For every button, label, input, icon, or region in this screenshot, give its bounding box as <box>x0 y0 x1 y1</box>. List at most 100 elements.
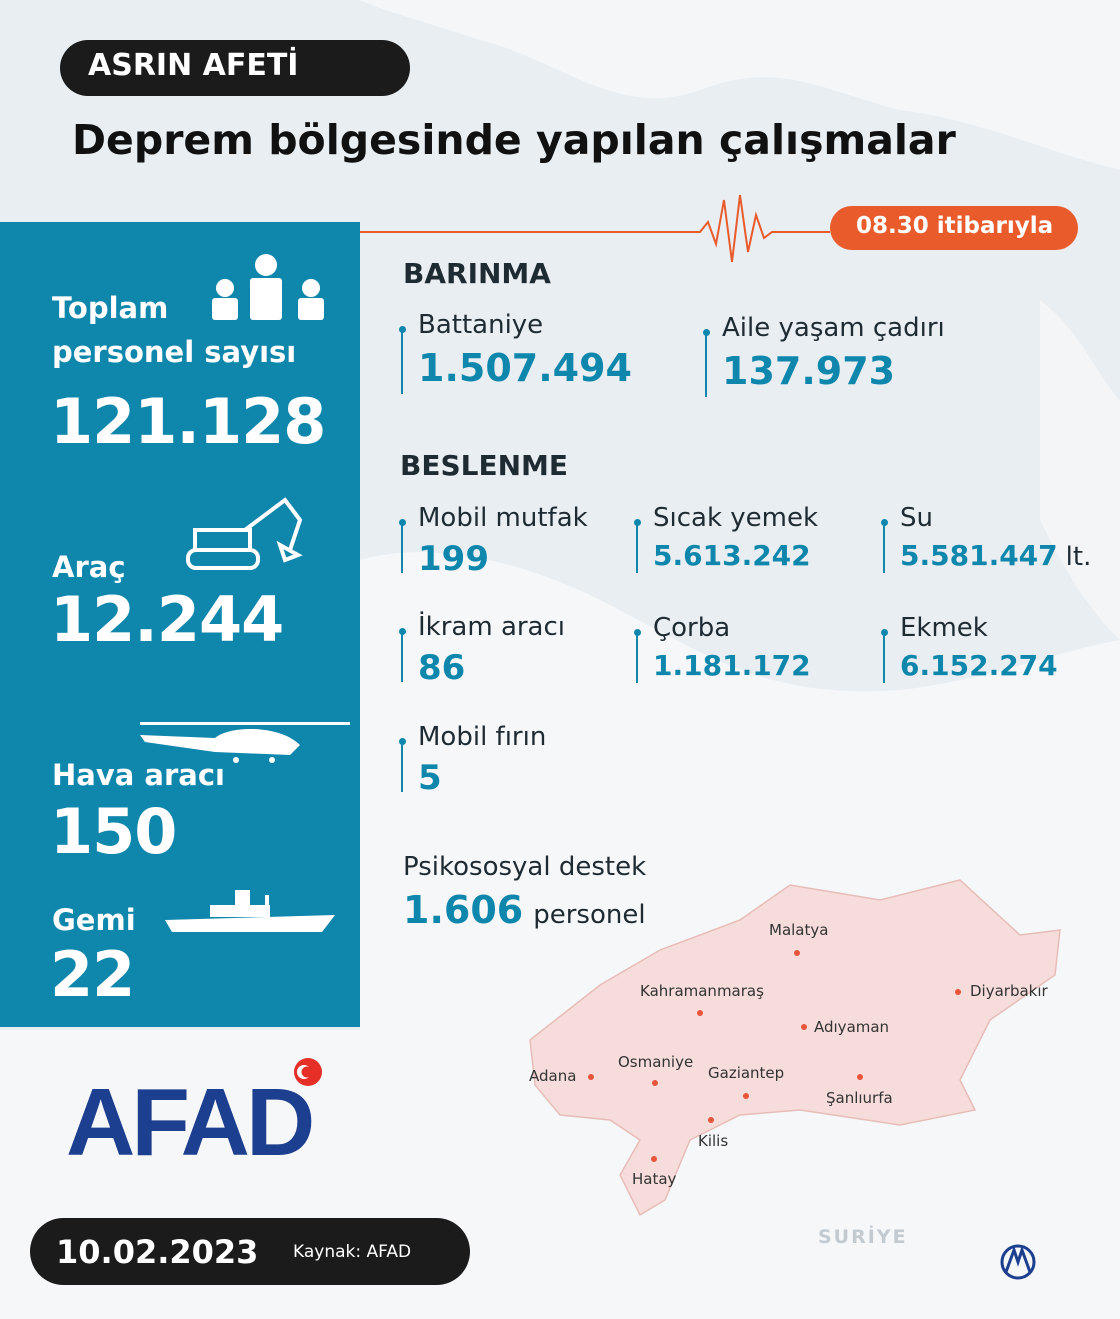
summary-panel <box>0 222 360 1027</box>
city-label: Malatya <box>769 921 829 939</box>
item-label: İkram aracı <box>418 612 566 642</box>
item-value: 86 <box>418 648 465 688</box>
item-line <box>401 634 403 682</box>
item-label: Su <box>900 503 933 533</box>
item-value-number: 5.581.447 <box>900 539 1058 572</box>
land <box>0 552 1120 1319</box>
city-dot <box>743 1093 749 1099</box>
city-label: Kahramanmaraş <box>640 982 764 1000</box>
item-value: 1.507.494 <box>418 346 632 390</box>
item-value-number: 6.152.274 <box>900 649 1058 682</box>
psychosocial: 1.606 personel <box>403 888 646 932</box>
item-label: Ekmek <box>900 613 988 643</box>
city-dot <box>588 1074 594 1080</box>
item-label: Çorba <box>653 613 731 643</box>
city-label: Gaziantep <box>708 1064 785 1082</box>
item-value: 1.181.172 <box>653 649 811 682</box>
summary-label: Gemi <box>52 903 136 937</box>
item-label: Sıcak yemek <box>653 503 819 533</box>
item-dot <box>399 628 406 635</box>
item-dot <box>399 326 406 333</box>
city-dot <box>794 950 800 956</box>
excavator-icon <box>186 497 303 570</box>
psychosocial-label: Psikososyal destek <box>403 852 647 882</box>
summary-value: 12.244 <box>50 583 284 656</box>
item-label: Mobil fırın <box>418 722 547 752</box>
item-value-number: 137.973 <box>722 349 896 393</box>
land <box>360 0 1120 170</box>
item-line <box>401 744 403 792</box>
item-value: 6.152.274 <box>900 649 1058 682</box>
city-dot <box>955 989 961 995</box>
land <box>1040 300 1120 640</box>
workers-icon <box>212 254 324 320</box>
country-label: SURİYE <box>818 1226 908 1248</box>
as-of: 08.30 itibarıyla <box>856 213 1054 239</box>
item-line <box>636 525 638 573</box>
summary-value: 121.128 <box>50 385 326 458</box>
section-title: BARINMA <box>403 257 551 290</box>
item-dot <box>634 519 641 526</box>
item-label: Mobil mutfak <box>418 503 588 533</box>
title: Deprem bölgesinde yapılan çalışmalar <box>72 116 956 164</box>
item-line <box>705 335 707 397</box>
item-value-number: 5.613.242 <box>653 539 811 572</box>
city-dot <box>697 1010 703 1016</box>
item-dot <box>399 738 406 745</box>
item-unit: lt. <box>1065 542 1092 572</box>
item-line <box>401 525 403 573</box>
item-value-number: 199 <box>418 539 489 579</box>
item-value-number: 5 <box>418 758 442 798</box>
city-label: Kilis <box>698 1132 729 1150</box>
item-value: 199 <box>418 539 489 579</box>
summary-label: Toplam personel sayısı <box>52 291 297 369</box>
date: 10.02.2023 <box>56 1233 259 1271</box>
psychosocial-value: 1.606 <box>403 888 524 932</box>
date-pill <box>30 1218 470 1285</box>
source: Kaynak: AFAD <box>293 1242 412 1262</box>
city-dot <box>651 1156 657 1162</box>
ship-icon <box>165 890 335 932</box>
tag: ASRIN AFETİ <box>88 48 299 83</box>
city-label: Osmaniye <box>618 1053 694 1071</box>
seismic-line <box>360 194 830 263</box>
summary-value: 150 <box>50 795 177 868</box>
city-label: Adana <box>529 1067 577 1085</box>
item-value: 5.581.447 lt. <box>900 539 1091 572</box>
city-dot <box>801 1024 807 1030</box>
city-label: Hatay <box>632 1170 677 1188</box>
summary-label: Araç <box>52 550 126 584</box>
tag-pill <box>60 40 410 96</box>
psychosocial-unit: personel <box>533 900 646 930</box>
city-dot <box>652 1080 658 1086</box>
afad-logo: AFAD <box>66 1069 315 1176</box>
summary-label: Hava aracı <box>52 758 225 792</box>
item-value: 137.973 <box>722 349 895 393</box>
item-line <box>401 332 403 394</box>
helicopter-icon <box>140 722 350 763</box>
item-dot <box>399 519 406 526</box>
flag-crescent <box>301 1066 313 1078</box>
item-dot <box>881 629 888 636</box>
city-label: Diyarbakır <box>970 982 1048 1000</box>
as-of-pill <box>830 206 1078 250</box>
item-line <box>883 525 885 573</box>
item-value: 5.613.242 <box>653 539 811 572</box>
summary-value: 22 <box>50 938 135 1011</box>
item-value-number: 86 <box>418 648 466 688</box>
item-line <box>636 635 638 683</box>
earthquake-region <box>529 879 1061 1217</box>
item-value-number: 1.507.494 <box>418 346 632 390</box>
city-dot <box>857 1074 863 1080</box>
item-dot <box>703 329 710 336</box>
item-dot <box>881 519 888 526</box>
city-dot <box>708 1117 714 1123</box>
item-dot <box>634 629 641 636</box>
item-label: Aile yaşam çadırı <box>722 313 945 343</box>
item-line <box>883 635 885 683</box>
city-label: Şanlıurfa <box>826 1089 893 1107</box>
item-value: 5 <box>418 758 442 798</box>
